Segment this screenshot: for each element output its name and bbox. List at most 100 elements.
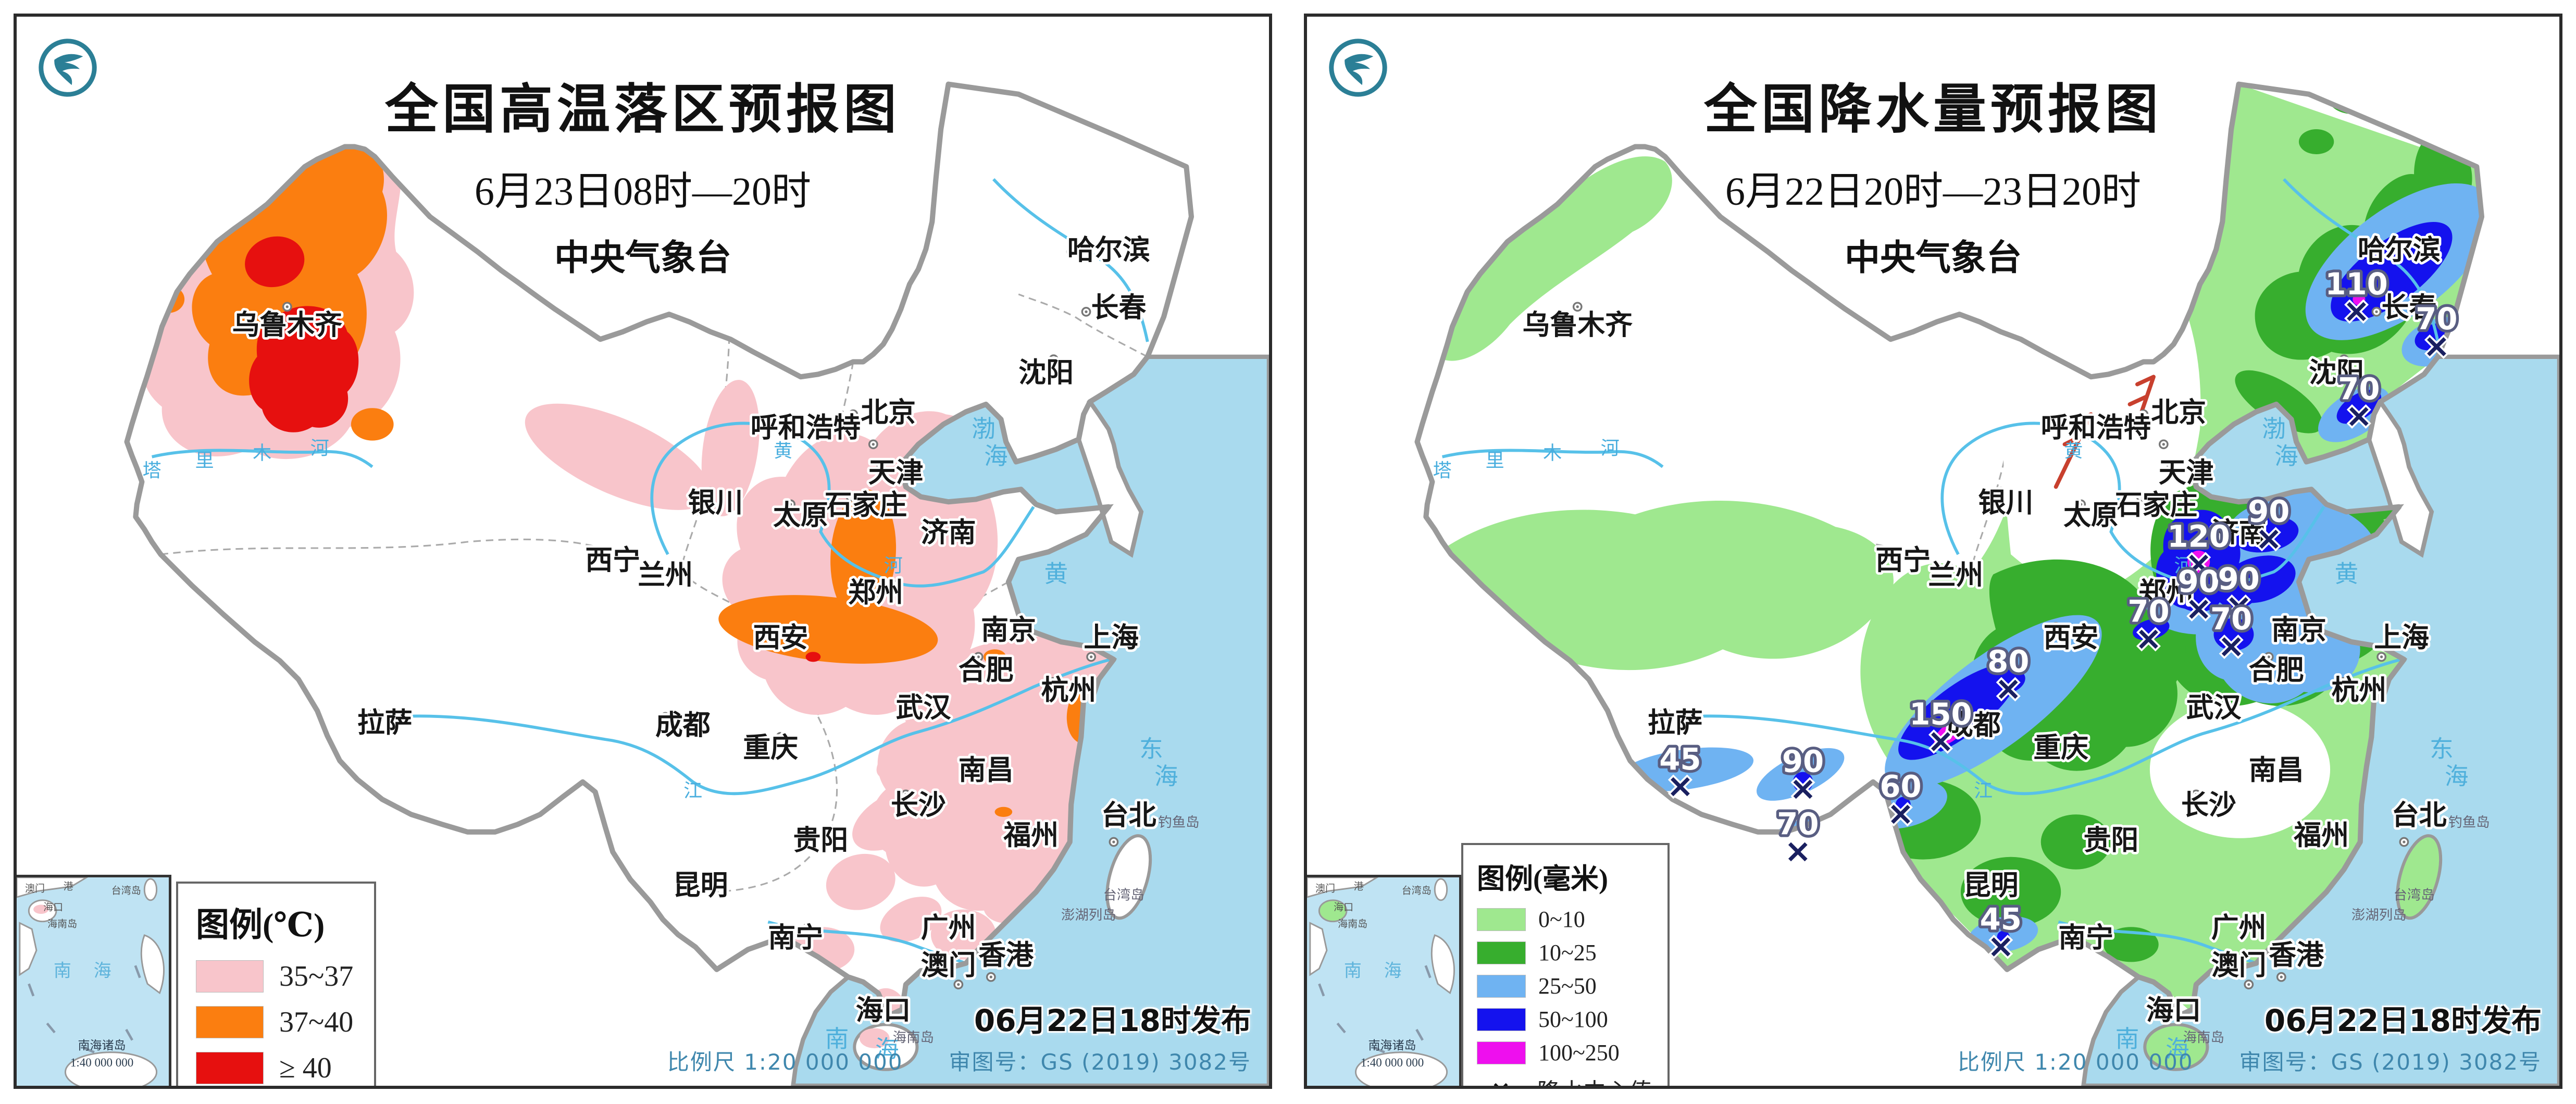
island-label: 海南岛 <box>2183 1029 2224 1046</box>
precip-center-marker: × <box>2225 587 2252 625</box>
inset-label: 港 <box>63 880 73 892</box>
city-label: 西安 <box>753 622 808 654</box>
inset-label: 海口 <box>43 901 64 913</box>
city-dot-core <box>1085 310 1088 314</box>
city-label: 贵阳 <box>793 824 848 856</box>
inset-label: 1:40 000 000 <box>70 1056 134 1069</box>
city-dot-core <box>1019 623 1023 626</box>
legend-swatch <box>196 960 264 993</box>
city-label: 香港 <box>978 939 1034 971</box>
precip-center-value: 90 <box>2218 561 2259 597</box>
river-label: 河 <box>1601 438 1620 459</box>
legend-item: 0~10 <box>1477 906 1652 933</box>
legend-label: 37~40 <box>279 1006 354 1038</box>
city-label: 西宁 <box>1875 544 1931 576</box>
city-label: 成都 <box>1946 710 2001 741</box>
city-dot-core <box>2195 793 2198 796</box>
inset-map <box>17 877 169 1086</box>
inset-map <box>1307 877 1459 1086</box>
precip-center-marker: × <box>1995 669 2022 707</box>
cma-logo <box>39 39 97 97</box>
city-dot-core <box>689 873 692 876</box>
sea-label: 海 <box>1154 763 1178 790</box>
city-dot-core <box>972 760 975 764</box>
city-dot-core <box>904 793 907 796</box>
city-dot-core <box>2097 925 2100 928</box>
city-label: 长春 <box>2382 292 2437 324</box>
legend-title: 图例(毫米) <box>1477 863 1608 895</box>
legend-label: 10~25 <box>1538 940 1597 965</box>
precip-center-marker: × <box>2345 396 2372 435</box>
heat-regions <box>143 118 1140 1016</box>
city-dot-core <box>1047 828 1050 831</box>
island-label: 海南岛 <box>893 1029 934 1046</box>
map-title-block: 全国高温落区预报图 6月23日08时—20时 中央气象台 <box>226 67 1060 280</box>
city-label: 昆明 <box>673 870 728 901</box>
inset-label: 海口 <box>1334 901 1354 913</box>
city-dot-core <box>959 918 963 921</box>
city-dot-core <box>1891 550 1895 553</box>
city-label: 拉萨 <box>357 707 413 739</box>
precip-center-value: 70 <box>2127 594 2169 629</box>
city-label: 福州 <box>1003 820 1059 851</box>
city-label: 哈尔滨 <box>2358 234 2441 266</box>
city-dot-core <box>2252 523 2256 526</box>
city-dot-core <box>989 975 992 978</box>
city-label: 香港 <box>2269 939 2324 971</box>
precipitation-map-panel: 塔里木河黄河江渤海黄东海南海台湾岛 海南岛 钓鱼岛 澎湖列岛 乌鲁木齐 哈尔滨 长春 沈阳 呼和… <box>1304 14 2562 1089</box>
sea-label: 海 <box>2445 763 2469 790</box>
valid-time-range: 6月23日08时—20时 <box>475 170 811 214</box>
sea-label: 海 <box>2166 1035 2189 1063</box>
city-label: 长春 <box>1091 292 1147 324</box>
precip-center-value: 90 <box>2178 564 2220 599</box>
legend-item: 37~40 <box>196 1006 353 1039</box>
city-label: 兰州 <box>638 560 693 591</box>
city-dot-core <box>2202 698 2205 701</box>
city-label: 合肥 <box>2249 654 2304 686</box>
city-dot-core <box>373 710 377 714</box>
city-label: 银川 <box>688 487 743 518</box>
city-dot-core <box>912 698 915 701</box>
taiwan-island <box>2396 834 2443 920</box>
city-label: 成都 <box>655 710 711 741</box>
city-dot-core <box>1954 715 1957 718</box>
city-label: 广州 <box>921 912 976 944</box>
legend-marker-item: × 降水中心值 <box>1477 1073 1652 1086</box>
legend-item: 100~250 <box>1477 1039 1652 1066</box>
city-label: 贵阳 <box>2083 824 2138 856</box>
precip-center-value: 150 <box>1909 696 1972 731</box>
precip-center-marker: × <box>1927 722 1954 760</box>
city-dot-core <box>977 655 980 659</box>
city-dot-core <box>1576 305 1579 308</box>
map-scale-note: 比例尺 1:20 000 000 审图号：GS (2019) 3082号 <box>667 1049 1251 1075</box>
city-dot-core <box>2342 680 2346 684</box>
precip-center-value: 90 <box>2248 494 2289 529</box>
precip-center-value: 70 <box>2338 371 2380 406</box>
dragon-glyph <box>1345 54 1374 85</box>
city-label: 银川 <box>1978 487 2034 518</box>
river-label: 木 <box>253 443 271 464</box>
city-label: 乌鲁木齐 <box>232 309 343 341</box>
city-label: 上海 <box>2374 622 2429 654</box>
inset-label: 南 海 <box>1343 960 1410 982</box>
river-label: 河 <box>884 555 903 577</box>
city-label: 西安 <box>2044 622 2099 654</box>
city-label: 南宁 <box>2058 922 2113 954</box>
city-dot-core <box>806 925 810 928</box>
river-label: 江 <box>1974 780 1993 802</box>
river-label: 黄 <box>774 440 792 462</box>
precip-center-marker: × <box>2423 327 2450 365</box>
river-label: 里 <box>195 450 214 472</box>
legend-item: 50~100 <box>1477 1006 1652 1033</box>
island-label: 钓鱼岛 <box>1158 814 1199 830</box>
city-dot-core <box>962 523 965 526</box>
city-dot-core <box>2403 840 2406 843</box>
city-dot-core <box>2262 760 2266 764</box>
legend-item: 25~50 <box>1477 973 1652 999</box>
city-dot-core <box>779 735 782 739</box>
city-dot-core <box>2069 735 2073 739</box>
city-label: 杭州 <box>1041 674 1096 706</box>
inset-label: 港 <box>1353 880 1364 892</box>
legend-swatch <box>1477 1008 1526 1031</box>
